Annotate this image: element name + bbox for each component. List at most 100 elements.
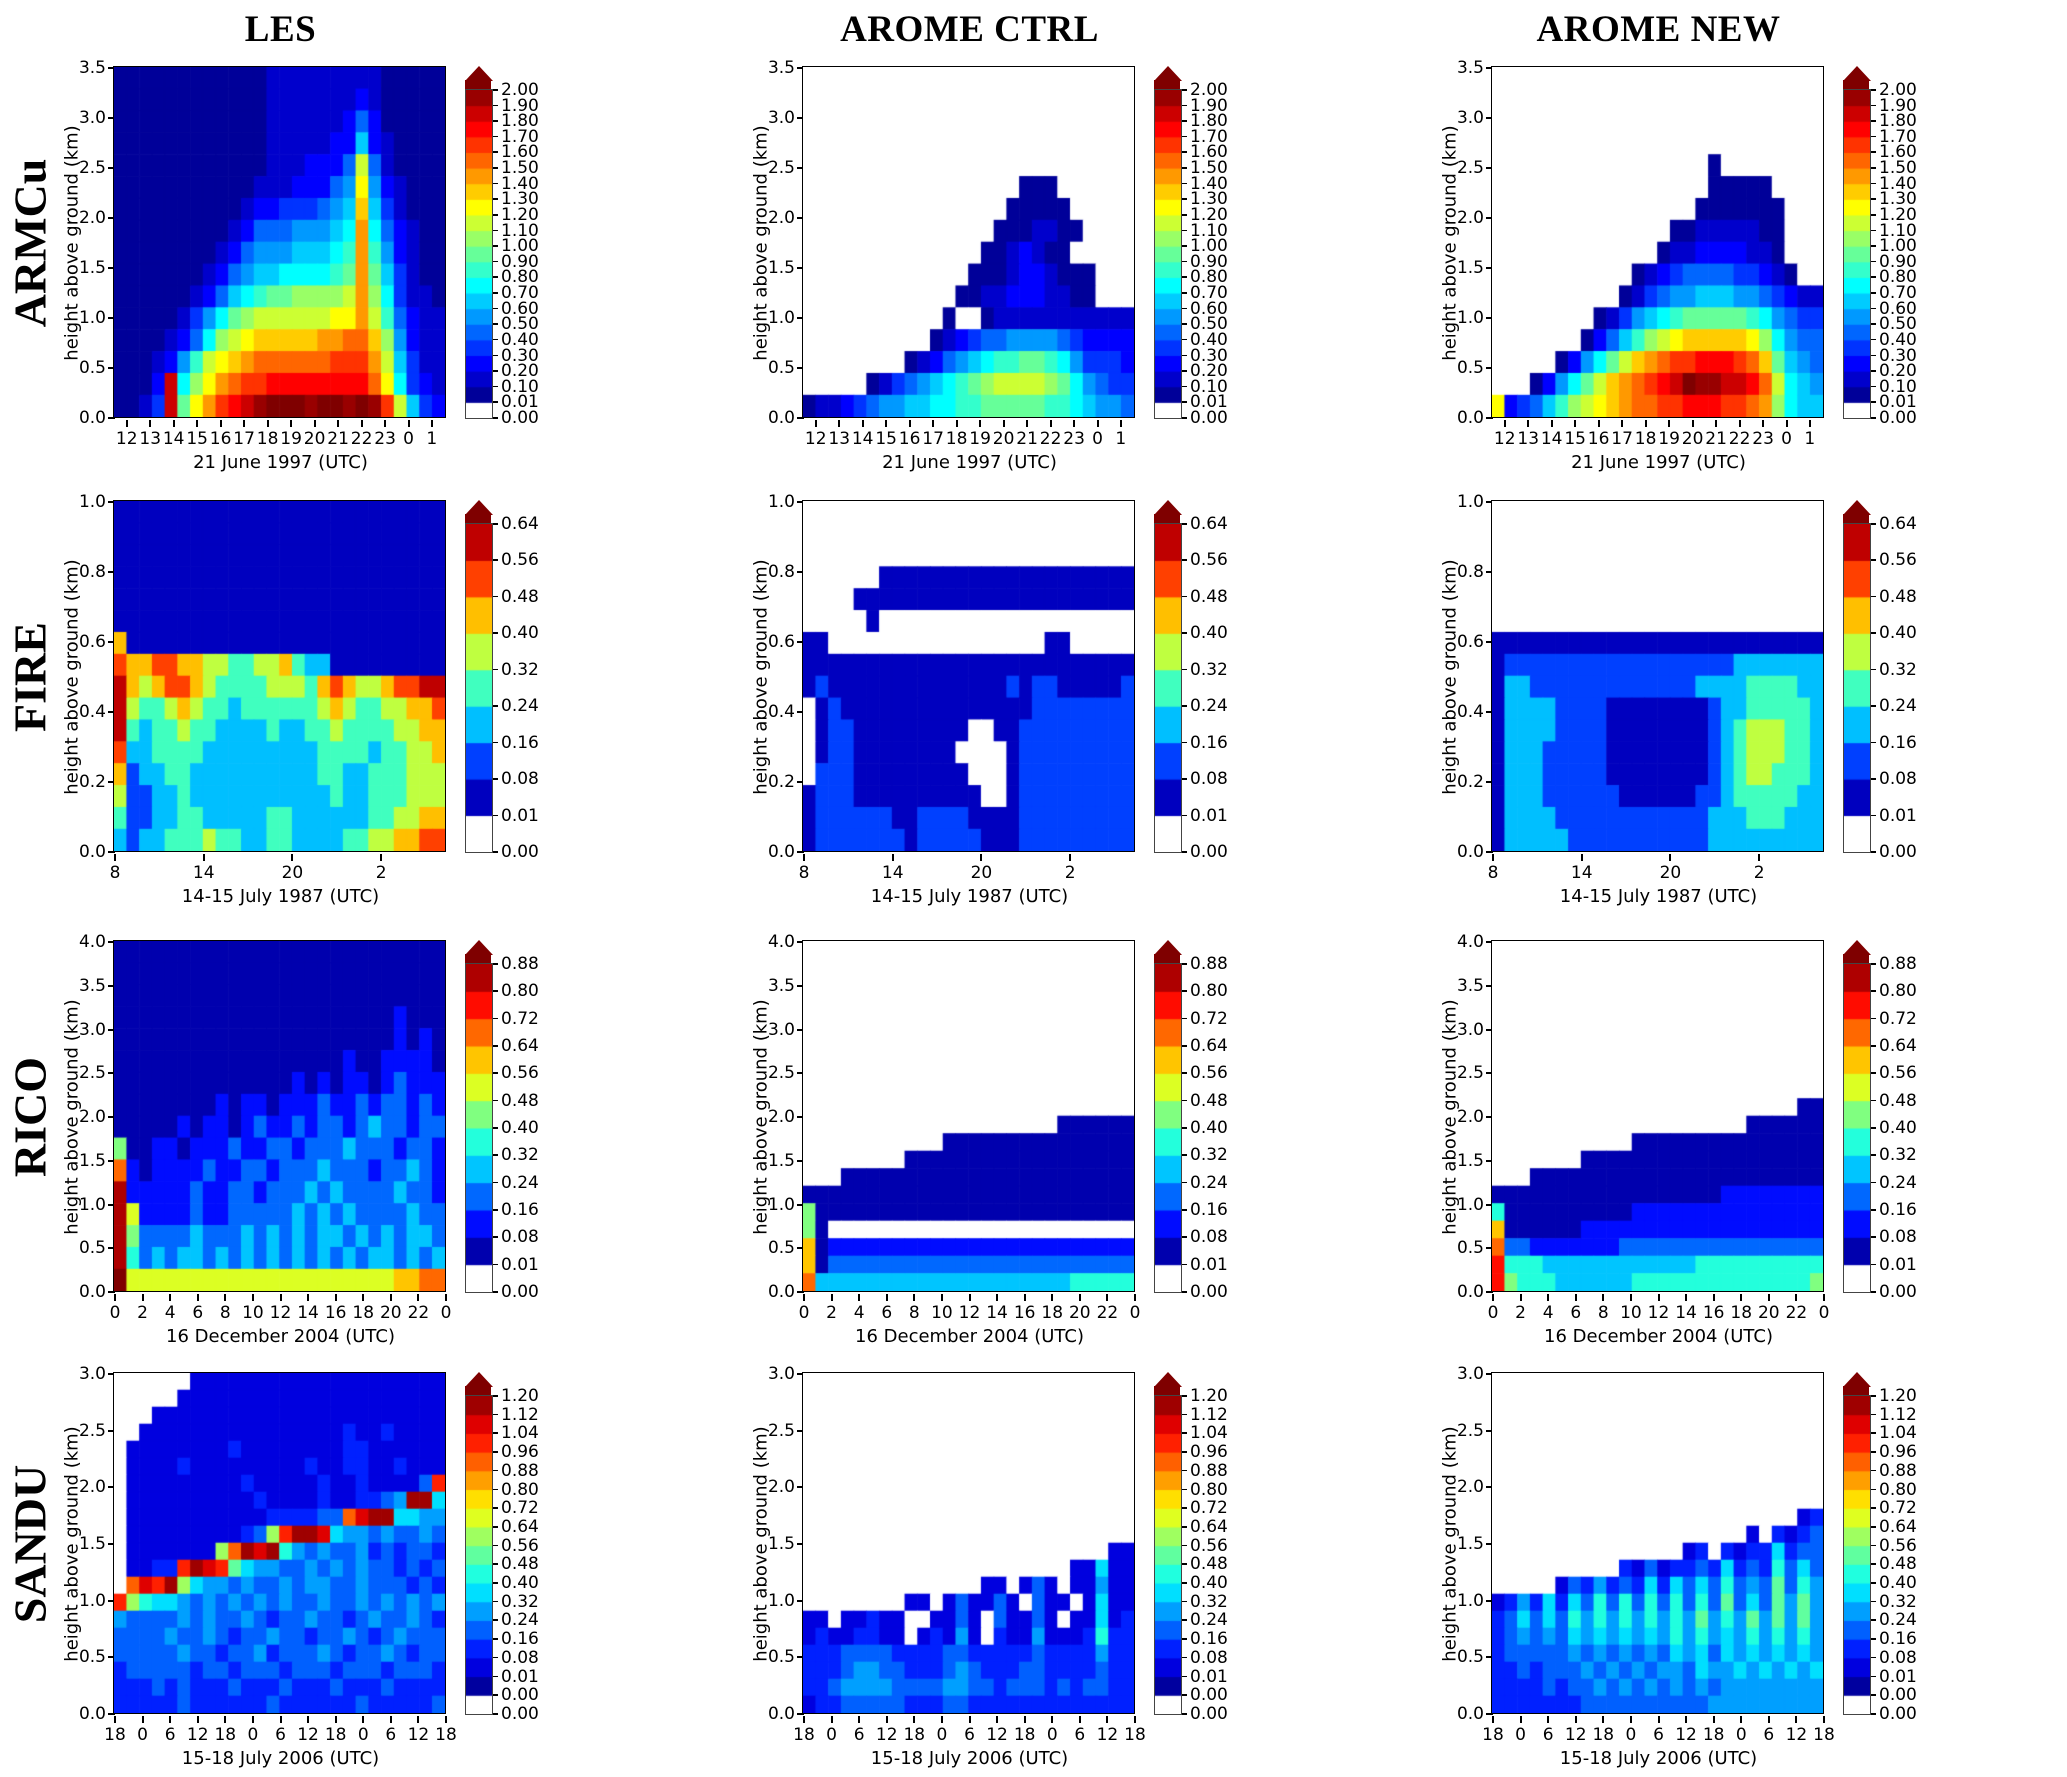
colorbar-tick-label: 0.80	[1879, 1479, 1917, 1500]
colorbar-over-arrow-stem	[1154, 514, 1180, 524]
colorbar-tick-mark	[493, 120, 498, 122]
y-tick-mark	[797, 217, 804, 219]
colorbar-tick-mark	[1182, 632, 1187, 634]
x-tick-mark	[1597, 420, 1600, 427]
colorbar-tick-label: 1.04	[1190, 1423, 1228, 1444]
x-tick-label: 12	[1564, 1725, 1587, 1745]
colorbar-tick-mark	[1871, 1507, 1876, 1509]
x-tick-label: 23	[1752, 429, 1774, 449]
y-tick-label: 1.0	[767, 492, 795, 512]
x-tick-label: 22	[1039, 429, 1062, 449]
y-tick-label: 3.0	[78, 1364, 106, 1384]
colorbar-tick-label: 0.40	[1879, 1118, 1917, 1138]
x-tick-label: 0	[1735, 1725, 1747, 1745]
x-tick-mark	[389, 1294, 392, 1301]
colorbar-tick-label: 0.01	[1190, 1254, 1228, 1275]
x-tick-mark	[838, 420, 841, 427]
x-tick-label: 0	[1046, 1725, 1058, 1745]
colorbar-tick-mark	[1182, 595, 1187, 598]
y-tick-mark	[108, 166, 115, 169]
x-tick-label: 20	[379, 1303, 402, 1323]
colorbar-tick-label: 0.48	[1879, 586, 1917, 607]
y-tick-label: 2.5	[78, 1420, 106, 1441]
x-tick-mark	[1519, 1294, 1522, 1301]
colorbar-tick-label: 0.50	[1879, 314, 1917, 335]
y-tick-mark	[108, 266, 115, 269]
colorbar-tick-label: 0.00	[501, 408, 539, 428]
y-tick-mark	[1486, 641, 1493, 643]
y-tick-label: 0.5	[1456, 1647, 1484, 1668]
y-tick-label: 1.0	[78, 492, 106, 512]
colorbar-tick-label: 0.01	[1190, 1666, 1228, 1687]
colorbar-tick-mark	[493, 307, 498, 310]
colorbar-tick-mark	[1871, 705, 1876, 707]
x-tick-mark	[968, 1716, 971, 1723]
colorbar-tick-mark	[493, 167, 498, 169]
y-tick-mark	[797, 781, 804, 783]
colorbar-tick-mark	[1871, 401, 1876, 403]
y-tick-label: 0.0	[767, 408, 795, 428]
colorbar-tick-label: 0.80	[1190, 981, 1228, 1002]
colorbar-tick-label: 0.48	[1190, 1554, 1228, 1575]
colorbar-over-arrow-stem	[1843, 954, 1869, 964]
x-tick-label: 16	[324, 1303, 347, 1323]
y-tick-label: 0.0	[78, 842, 106, 862]
colorbar-tick-label: 0.24	[1879, 1610, 1917, 1631]
colorbar-tick-label: 1.00	[1879, 236, 1917, 257]
x-tick-mark	[1602, 1716, 1605, 1723]
colorbar-tick-mark	[1871, 668, 1876, 671]
colorbar-tick-mark	[1182, 1154, 1187, 1156]
colorbar-tick-label: 0.70	[1190, 283, 1228, 304]
x-tick-label: 18	[903, 1725, 926, 1745]
x-tick-label: 1	[1115, 429, 1127, 449]
y-tick-mark	[797, 571, 804, 573]
colorbar-tick-label: 0.10	[501, 376, 539, 397]
x-tick-mark	[219, 420, 222, 427]
colorbar-tick-label: 1.12	[501, 1404, 539, 1425]
y-tick-label: 1.0	[78, 308, 106, 328]
y-tick-mark	[108, 67, 115, 69]
x-tick-label: 12	[407, 1725, 430, 1745]
colorbar-tick-mark	[1182, 1181, 1187, 1184]
x-tick-mark	[362, 1716, 365, 1723]
y-tick-mark	[108, 1543, 115, 1545]
x-tick-label: 0	[1129, 1303, 1141, 1323]
colorbar-tick-mark	[493, 385, 498, 388]
y-tick-label: 0.0	[767, 842, 795, 862]
colorbar-tick-label: 0.56	[501, 1535, 539, 1556]
y-tick-label: 3.5	[1456, 975, 1484, 996]
x-tick-label: 21	[327, 429, 349, 449]
colorbar-tick-mark	[1871, 1713, 1876, 1715]
y-tick-mark	[1486, 1656, 1493, 1659]
panel-FIRE-AROME NEW: height above ground (km) 1.0 0.8 0.6 0.4 0.2 0…	[1378, 480, 2067, 920]
colorbar-tick-mark	[1871, 354, 1876, 357]
x-tick-mark	[380, 854, 383, 861]
x-tick-label: 12	[269, 1303, 292, 1323]
y-tick-mark	[108, 1159, 115, 1162]
x-tick-label: 0	[798, 1303, 810, 1323]
x-tick-label: 18	[352, 1303, 375, 1323]
colorbar-tick-label: 0.50	[1190, 314, 1228, 335]
x-tick-label: 20	[281, 863, 304, 883]
y-tick-mark	[797, 1429, 804, 1432]
x-tick-mark	[1629, 1294, 1632, 1301]
y-tick-mark	[108, 1599, 115, 1602]
colorbar-tick-label: 0.32	[501, 1145, 539, 1166]
colorbar-tick-mark	[1182, 213, 1187, 216]
y-tick-mark	[797, 984, 804, 987]
colorbar-tick-label: 0.48	[1190, 586, 1228, 607]
x-tick-mark	[1629, 1716, 1632, 1723]
x-tick-label: 20	[303, 429, 326, 449]
colorbar-tick-label: 0.80	[1190, 267, 1228, 288]
colorbar-tick-label: 1.80	[1190, 111, 1228, 132]
y-tick-mark	[1486, 781, 1493, 783]
colorbar-tick-mark	[493, 1413, 498, 1416]
colorbar-tick-label: 0.48	[1879, 1554, 1917, 1575]
colorbar-tick-label: 0.80	[1879, 267, 1917, 288]
colorbar-tick-label: 0.56	[501, 1063, 539, 1084]
x-tick-mark	[1023, 1294, 1026, 1301]
colorbar-tick-mark	[493, 1209, 498, 1211]
x-tick-label: 13	[139, 429, 162, 449]
panel-ARMCu-LES: LES ARMCu height above ground (km) 3.5 3.0 2.…	[0, 0, 689, 480]
